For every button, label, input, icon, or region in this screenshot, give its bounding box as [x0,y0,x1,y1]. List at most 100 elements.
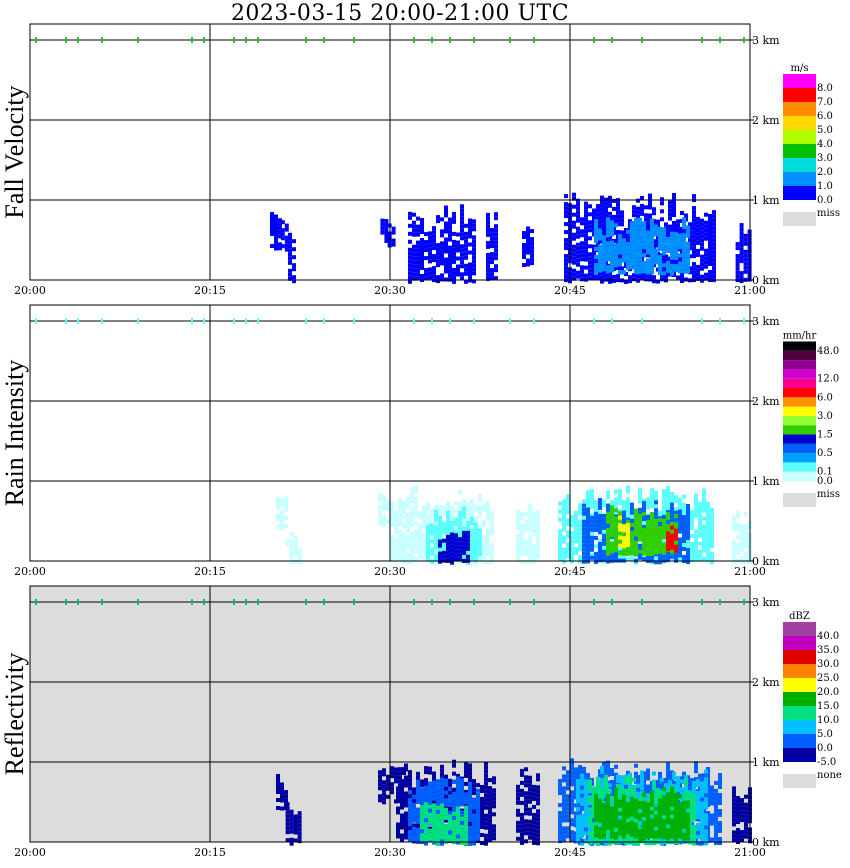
echo-cell [618,493,622,498]
echo-cell [582,535,586,540]
echo-cell [674,256,678,261]
echo-cell [424,276,428,281]
echo-cell [464,223,468,228]
echo-cell [526,246,530,251]
echo-cell [452,763,456,768]
echo-cell [646,532,650,537]
echo-cell [566,502,570,507]
echo-cell [412,228,416,233]
top-mark [101,37,103,43]
echo-cell [472,813,476,818]
echo-cell [412,791,416,796]
echo-cell [285,826,290,831]
echo-cell [452,219,456,224]
echo-cell [398,771,402,776]
echo-cell [586,490,590,495]
echo-cell [430,523,434,528]
echo-cell [739,247,744,252]
echo-cell [566,782,570,787]
echo-cell [466,549,470,553]
echo-cell [466,542,470,547]
echo-cell [416,835,420,840]
echo-cell [494,212,498,217]
echo-cell [630,506,634,511]
echo-cell [444,205,448,210]
echo-cell [404,823,408,828]
echo-cell [614,528,618,533]
echo-cell [662,501,666,506]
echo-cell [646,552,650,557]
echo-cell [642,241,646,246]
echo-cell [488,818,492,823]
echo-cell [464,817,468,822]
echo-cell [380,218,385,223]
echo-cell [678,241,682,246]
echo-cell [454,517,458,522]
echo-cell [674,532,678,537]
echo-cell [468,781,472,786]
echo-cell [524,839,528,844]
echo-cell [288,240,292,245]
echo-cell [594,235,598,239]
echo-cell [442,526,446,531]
echo-cell [614,772,618,777]
echo-cell [582,547,586,552]
echo-cell [438,555,442,560]
echo-cell [562,798,566,803]
echo-cell [578,511,582,516]
echo-cell [274,218,278,223]
echo-cell [618,262,622,267]
echo-cell [532,824,536,829]
echo-cell [464,255,468,260]
echo-cell [416,811,420,816]
echo-cell [460,790,464,795]
echo-cell [562,790,566,795]
echo-cell [630,539,634,544]
echo-cell [608,199,612,204]
echo-cell [598,268,602,273]
echo-cell [622,504,626,509]
echo-cell [600,219,604,224]
top-mark [509,37,511,43]
echo-cell [692,218,696,223]
echo-cell [682,253,686,258]
echo-cell [582,766,586,771]
echo-cell [426,548,430,553]
echo-cell [606,764,610,769]
echo-cell [626,249,630,254]
echo-cell [292,239,296,244]
echo-cell [418,547,422,552]
echo-cell [486,268,490,273]
echo-cell [288,232,292,237]
echo-cell [426,556,430,561]
echo-cell [412,220,416,225]
echo-cell [610,224,614,229]
echo-cell [448,803,452,808]
echo-cell [490,240,494,245]
echo-cell [630,265,634,270]
echo-cell [670,271,674,276]
echo-cell [452,831,456,836]
echo-cell [284,235,289,240]
echo-cell [520,536,524,541]
echo-cell [634,262,638,267]
echo-cell [436,279,440,284]
echo-cell [654,228,658,233]
top-mark [203,318,205,324]
echo-cell [576,795,580,799]
echo-cell [474,530,478,535]
echo-cell [532,543,536,548]
echo-cell [270,224,274,228]
echo-cell [692,266,696,271]
echo-cell [494,216,498,221]
echo-cell [436,255,440,260]
echo-cell [606,772,610,777]
height-tick-label: 3 km [752,34,780,47]
echo-cell [740,560,744,565]
echo-cell [470,541,474,545]
echo-cell [622,270,626,275]
echo-cell [486,512,490,517]
top-mark [641,318,643,324]
echo-cell [618,523,622,528]
echo-cell [572,232,576,237]
